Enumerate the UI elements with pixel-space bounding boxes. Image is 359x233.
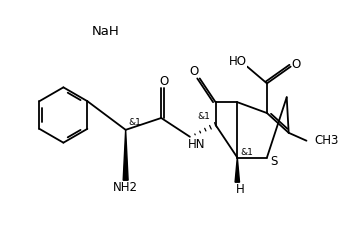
Text: &1: &1 [128,118,141,127]
Text: &1: &1 [241,148,253,157]
Polygon shape [235,158,239,182]
Text: NH2: NH2 [113,181,138,194]
Polygon shape [123,130,128,180]
Text: S: S [270,155,278,168]
Text: NaH: NaH [92,24,120,38]
Text: CH3: CH3 [314,134,339,147]
Text: H: H [236,183,244,196]
Text: O: O [159,75,169,88]
Text: &1: &1 [197,113,210,121]
Text: O: O [291,58,300,71]
Text: HO: HO [229,55,247,68]
Text: HN: HN [188,138,206,151]
Text: O: O [189,65,199,78]
